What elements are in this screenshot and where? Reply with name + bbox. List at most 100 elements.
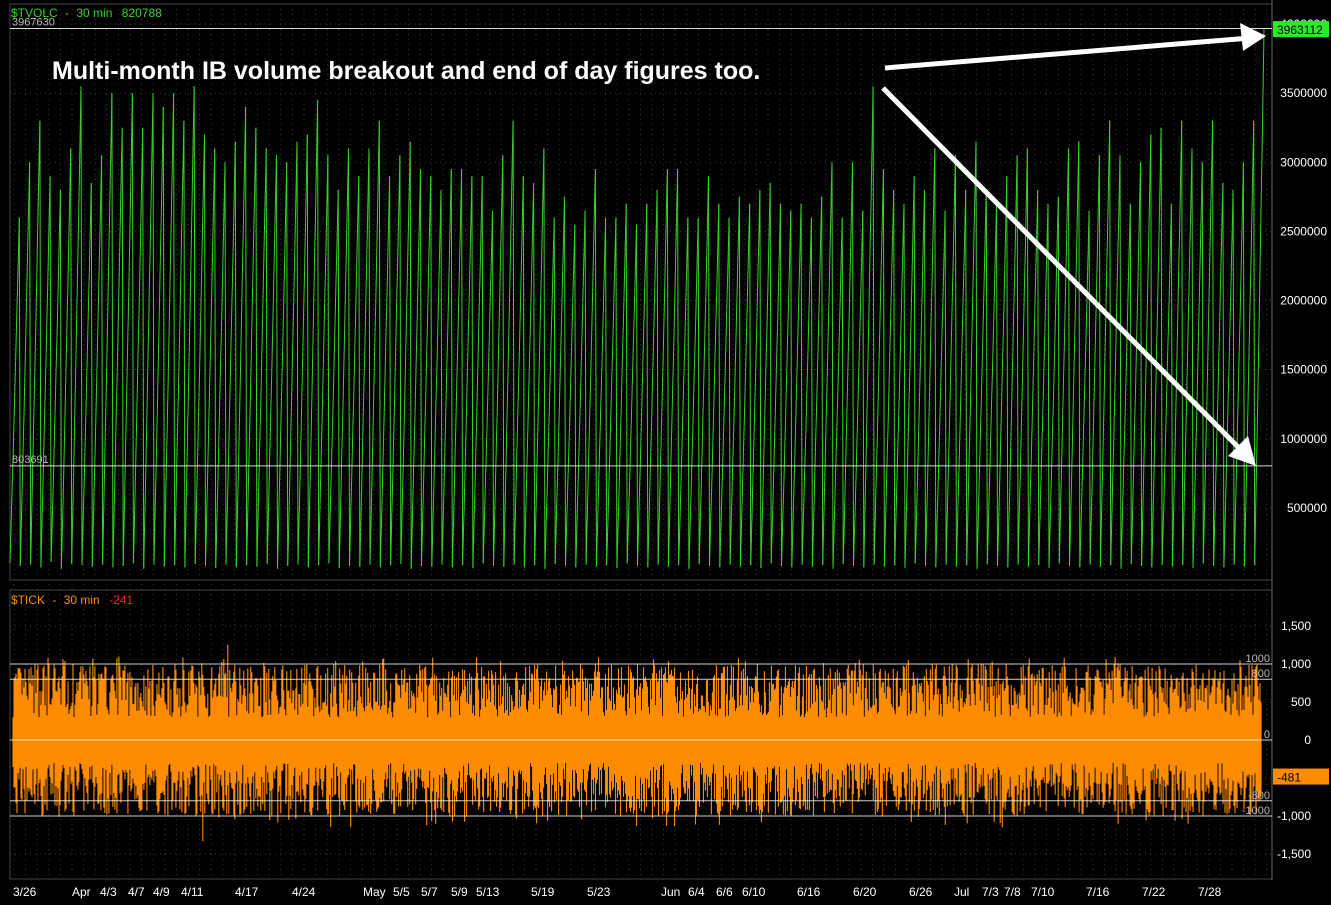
- volume-session-ramp: [626, 224, 637, 564]
- volume-session-reset: [738, 196, 741, 567]
- volume-session-ramp: [1007, 155, 1018, 568]
- volume-session-ramp: [935, 210, 946, 568]
- volume-session-ramp: [997, 176, 1008, 566]
- volume-session-reset: [440, 189, 443, 565]
- volume-session-reset: [615, 217, 618, 569]
- volume-session-reset: [1068, 148, 1070, 566]
- annotation-arrowhead-upper: [1240, 23, 1266, 51]
- volume-session-reset: [420, 169, 422, 566]
- volume-session-reset: [1109, 120, 1112, 566]
- volume-session-reset: [1026, 148, 1029, 567]
- volume-current-marker-label: 3963112: [1277, 23, 1323, 37]
- volume-session-ramp: [349, 176, 360, 566]
- volume-session-reset: [759, 189, 762, 569]
- volume-session-reset: [59, 189, 62, 569]
- volume-session-reset: [985, 189, 988, 564]
- volume-session-ramp: [513, 176, 524, 565]
- x-tick-label: 3/26: [13, 885, 37, 899]
- volume-session-ramp: [1058, 148, 1069, 564]
- volume-session-reset: [450, 169, 453, 568]
- volume-session-ramp: [863, 86, 874, 568]
- x-tick-label: 7/3: [982, 885, 999, 899]
- volume-series: [9, 29, 1265, 569]
- x-tick-label: 4/17: [235, 885, 259, 899]
- volume-session-ramp: [493, 155, 504, 566]
- volume-session-reset: [1212, 120, 1215, 566]
- volume-session-reset: [852, 162, 854, 566]
- volume-session-ramp: [40, 176, 51, 568]
- volume-session-ramp: [914, 189, 925, 564]
- volume-session-reset: [306, 134, 309, 568]
- volume-session-ramp: [451, 169, 463, 568]
- volume-session-reset: [954, 155, 957, 567]
- volume-session-reset: [296, 141, 299, 565]
- volume-session-ramp: [750, 189, 761, 566]
- volume-session-reset: [1181, 120, 1184, 566]
- volume-session-reset: [121, 127, 124, 566]
- volume-session-ramp: [1254, 29, 1265, 566]
- volume-session-reset: [348, 148, 350, 566]
- volume-session-ramp: [307, 99, 319, 568]
- volume-session-ramp: [338, 148, 349, 569]
- x-tick-label: 6/20: [853, 885, 877, 899]
- volume-session-ramp: [379, 176, 391, 568]
- volume-session-reset: [368, 148, 371, 565]
- volume-session-ramp: [955, 189, 967, 567]
- volume-session-ramp: [163, 93, 175, 567]
- reference-lines: 3967630 803691 1000 800 0 -800 -1000: [10, 16, 1272, 817]
- volume-session-ramp: [698, 176, 709, 564]
- volume-session-ramp: [637, 203, 648, 566]
- volume-session-ramp: [81, 182, 92, 566]
- volume-session-ramp: [1120, 203, 1131, 569]
- volume-session-ramp: [235, 106, 247, 568]
- volume-session-ramp: [534, 148, 545, 566]
- volume-session-ramp: [60, 148, 72, 569]
- volume-session-reset: [1119, 155, 1122, 569]
- volume-session-reset: [790, 210, 793, 568]
- volume-session-ramp: [801, 217, 812, 565]
- volume-session-ramp: [554, 196, 565, 564]
- x-tick-label: 7/10: [1031, 885, 1055, 899]
- volume-session-reset: [821, 196, 824, 566]
- tick-bars: [12, 645, 1262, 842]
- volume-session-ramp: [842, 162, 853, 564]
- volume-session-ramp: [19, 162, 31, 566]
- tick-reference-label: 0: [1264, 729, 1270, 741]
- volume-session-ramp: [462, 176, 473, 566]
- volume-session-reset: [913, 176, 916, 564]
- volume-session-ramp: [595, 217, 607, 567]
- x-tick-label: 7/22: [1142, 885, 1166, 899]
- volume-session-reset: [1150, 134, 1153, 568]
- volume-session-reset: [646, 203, 649, 568]
- x-tick-label: 5/7: [421, 885, 438, 899]
- volume-session-reset: [337, 189, 340, 569]
- volume-session-reset: [1222, 182, 1225, 568]
- volume-session-reset: [409, 141, 412, 569]
- volume-session-ramp: [606, 217, 617, 566]
- volume-session-ramp: [1182, 148, 1193, 566]
- volume-session-ramp: [1017, 148, 1028, 565]
- volume-session-ramp: [1233, 162, 1244, 565]
- volume-session-ramp: [1069, 141, 1080, 566]
- volume-session-reset: [1057, 196, 1060, 564]
- volume-session-reset: [111, 93, 114, 568]
- volume-session-reset: [605, 217, 608, 566]
- volume-reference-label: 3967630: [12, 16, 55, 28]
- volume-y-tick-label: 1500000: [1280, 363, 1327, 377]
- volume-session-ramp: [143, 93, 154, 569]
- tick-reference-label: -1000: [1242, 805, 1270, 817]
- annotation-arrowhead-lower: [1228, 436, 1256, 466]
- volume-session-reset: [1037, 189, 1040, 566]
- volume-y-tick-label: 3000000: [1280, 155, 1327, 169]
- volume-session-reset: [389, 176, 392, 566]
- volume-session-ramp: [482, 210, 493, 564]
- volume-session-ramp: [400, 141, 411, 564]
- panel-frames: [9, 0, 1273, 880]
- y-axes: 500000 1000000 1500000 2000000 2500000 300000…: [1273, 17, 1329, 861]
- annotation: Multi-month IB volume breakout and end o…: [52, 23, 1266, 466]
- volume-session-ramp: [832, 217, 843, 569]
- volume-session-reset: [18, 217, 21, 566]
- volume-session-reset: [1047, 203, 1050, 569]
- volume-session-reset: [965, 189, 968, 566]
- volume-session-ramp: [390, 155, 401, 566]
